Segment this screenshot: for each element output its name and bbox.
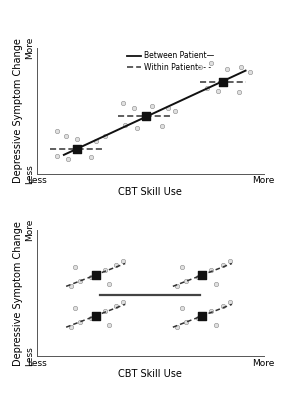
Point bbox=[209, 308, 214, 314]
Point bbox=[103, 133, 107, 139]
Point bbox=[159, 123, 164, 129]
Point bbox=[143, 113, 148, 119]
Point bbox=[75, 135, 80, 142]
Y-axis label: Depressive Symptom Change: Depressive Symptom Change bbox=[13, 38, 23, 183]
Point bbox=[68, 283, 73, 290]
Point bbox=[184, 319, 189, 325]
Point bbox=[89, 154, 93, 160]
Point bbox=[114, 302, 118, 309]
Point bbox=[55, 128, 59, 134]
Point bbox=[121, 258, 125, 264]
Point bbox=[103, 308, 107, 314]
Point bbox=[175, 324, 180, 330]
Point bbox=[220, 79, 225, 85]
Point bbox=[93, 138, 98, 144]
Point bbox=[77, 278, 82, 284]
Point bbox=[227, 299, 232, 305]
Point bbox=[184, 278, 189, 284]
Point bbox=[216, 88, 221, 94]
Point bbox=[64, 133, 69, 139]
Point bbox=[114, 262, 118, 268]
Point bbox=[225, 66, 230, 72]
Point bbox=[66, 156, 71, 162]
Point bbox=[68, 324, 73, 330]
Point bbox=[205, 85, 209, 92]
Point bbox=[75, 145, 80, 152]
Point bbox=[123, 122, 127, 128]
Point bbox=[173, 108, 178, 114]
Point bbox=[121, 100, 125, 106]
Point bbox=[89, 274, 93, 281]
Point bbox=[200, 272, 205, 278]
Point bbox=[227, 258, 232, 264]
Point bbox=[220, 302, 225, 309]
Point bbox=[180, 305, 184, 312]
Point bbox=[195, 315, 200, 322]
Point bbox=[103, 267, 107, 273]
Point bbox=[220, 262, 225, 268]
Point bbox=[73, 305, 78, 312]
Point bbox=[121, 299, 125, 305]
Point bbox=[89, 315, 93, 322]
Point bbox=[134, 125, 139, 132]
Point bbox=[239, 64, 243, 70]
Point bbox=[77, 319, 82, 325]
Point bbox=[150, 103, 155, 109]
Point bbox=[209, 267, 214, 273]
Y-axis label: Depressive Symptom Change: Depressive Symptom Change bbox=[13, 221, 23, 366]
Point bbox=[248, 69, 252, 75]
Point bbox=[93, 272, 98, 278]
Legend: Between Patient—, Within Patient- - -: Between Patient—, Within Patient- - - bbox=[127, 50, 214, 72]
Point bbox=[214, 280, 218, 287]
Point bbox=[107, 321, 112, 328]
Point bbox=[175, 283, 180, 290]
Point bbox=[200, 312, 205, 319]
Point bbox=[166, 105, 171, 112]
X-axis label: CBT Skill Use: CBT Skill Use bbox=[118, 369, 182, 379]
Point bbox=[180, 264, 184, 270]
Point bbox=[195, 274, 200, 281]
Point bbox=[236, 89, 241, 95]
Point bbox=[214, 321, 218, 328]
Point bbox=[93, 312, 98, 319]
Point bbox=[55, 153, 59, 159]
X-axis label: CBT Skill Use: CBT Skill Use bbox=[118, 187, 182, 197]
Point bbox=[132, 105, 137, 112]
Point bbox=[73, 264, 78, 270]
Point bbox=[198, 64, 202, 70]
Point bbox=[107, 280, 112, 287]
Point bbox=[209, 60, 214, 66]
